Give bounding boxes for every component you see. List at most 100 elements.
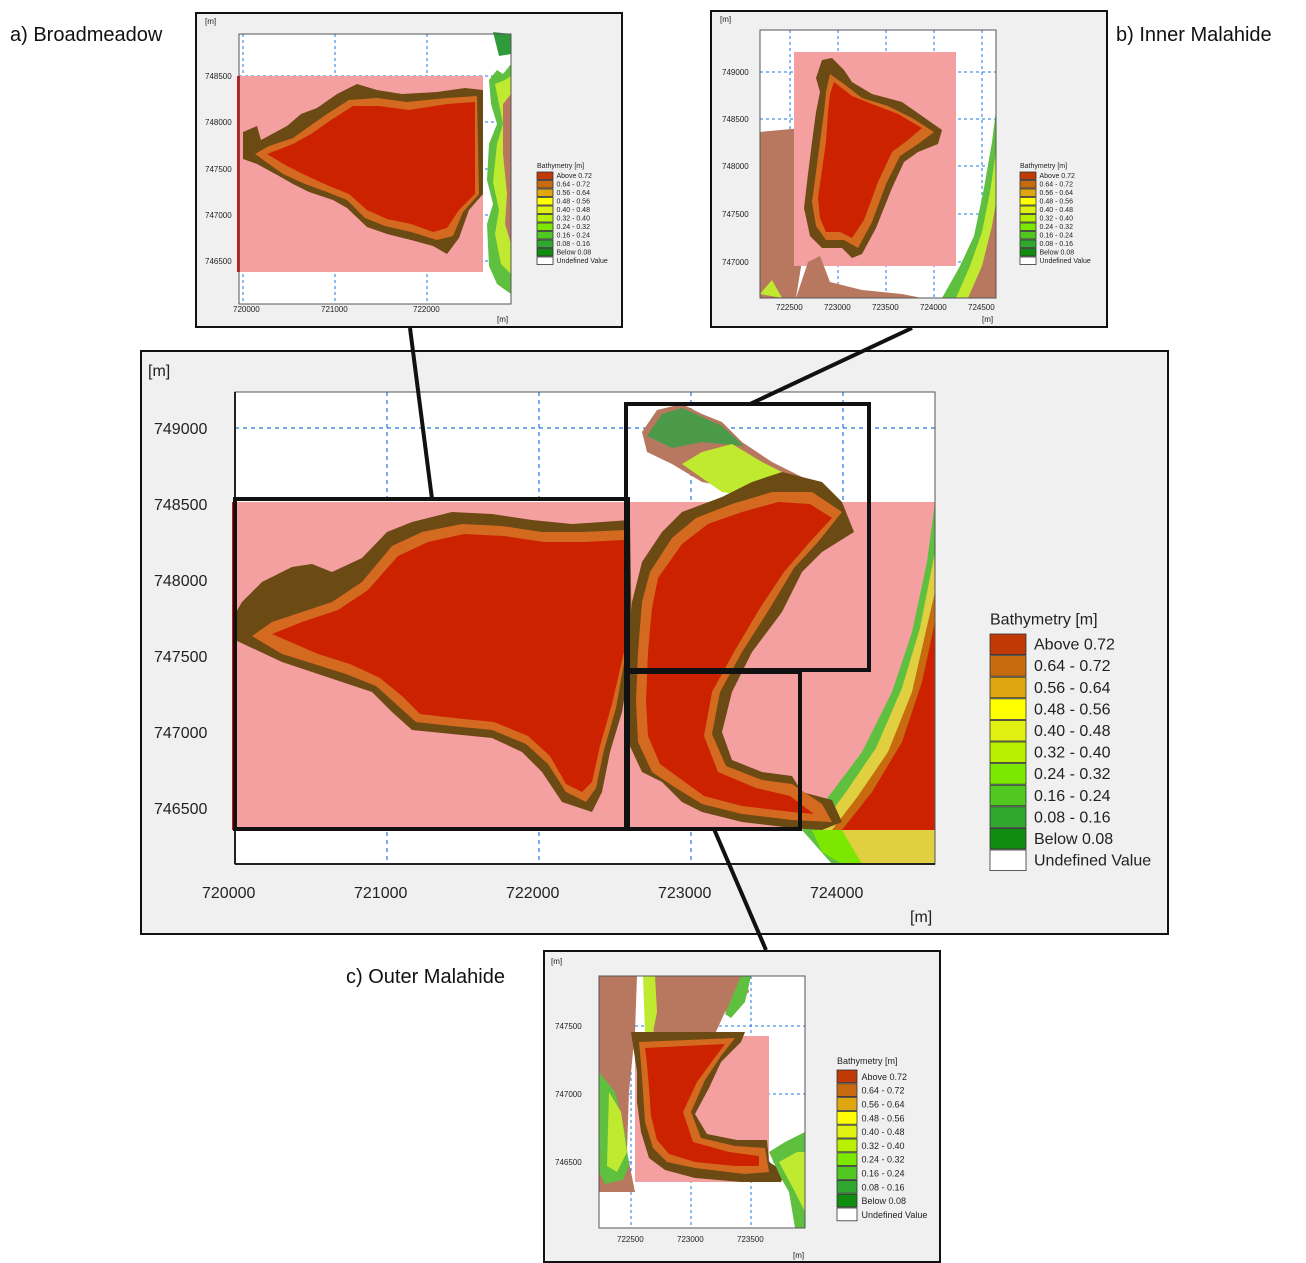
- main-ytick: 748500: [154, 497, 207, 514]
- legend-swatch: [836, 1110, 858, 1125]
- main-xtick: 720000: [202, 885, 255, 902]
- legend-swatch: [989, 763, 1027, 785]
- legend-swatch: [1019, 248, 1037, 257]
- inset-broadmeadow-map: [m] [m] 720000 721000 722000 748500 7480…: [205, 17, 608, 324]
- legend-label: 0.40 - 0.48: [1040, 207, 1074, 214]
- inset-inner-malahide-ytick: 748000: [722, 162, 749, 171]
- inset-inner-malahide-unit-y: [m]: [720, 15, 731, 24]
- legend-swatch: [536, 248, 554, 257]
- legend-swatch: [836, 1166, 858, 1180]
- legend-label: Above 0.72: [862, 1072, 908, 1082]
- inset-inner-malahide-ytick: 749000: [722, 68, 749, 77]
- legend-title: Bathymetry [m]: [990, 611, 1098, 628]
- inset-broadmeadow-ytick: 747500: [205, 165, 232, 174]
- legend-label: 0.56 - 0.64: [557, 190, 591, 197]
- legend-swatch: [536, 214, 554, 223]
- main-xtick: 721000: [354, 885, 407, 902]
- legend-label: 0.16 - 0.24: [1034, 788, 1111, 805]
- inset-outer-malahide-legend: Bathymetry [m] Above 0.72 0.64 - 0.72 0.56 …: [836, 1056, 928, 1222]
- legend-swatch: [536, 205, 554, 214]
- main-unit-x: [m]: [910, 909, 932, 926]
- legend-label: 0.16 - 0.24: [557, 233, 591, 240]
- main-xtick: 722000: [506, 885, 559, 902]
- legend-label: 0.56 - 0.64: [862, 1100, 905, 1110]
- inset-broadmeadow-ytick: 747000: [205, 211, 232, 220]
- legend-label: 0.32 - 0.40: [1040, 216, 1074, 223]
- legend-label: 0.24 - 0.32: [862, 1155, 905, 1165]
- inset-broadmeadow-ytick: 748500: [205, 72, 232, 81]
- inset-inner-malahide-map: [m] [m] 722500 723000 723500 724000 7245…: [720, 15, 1091, 324]
- legend-label: 0.40 - 0.48: [862, 1127, 905, 1137]
- main-ytick: 749000: [154, 421, 207, 438]
- legend-swatch: [989, 784, 1027, 807]
- caption-outer-malahide: c) Outer Malahide: [346, 966, 505, 988]
- caption-inner-malahide: b) Inner Malahide: [1116, 24, 1272, 46]
- main-ytick: 747500: [154, 649, 207, 666]
- main-ytick: 747000: [154, 725, 207, 742]
- legend-label: 0.32 - 0.40: [862, 1141, 905, 1151]
- legend-swatch: [1019, 197, 1037, 206]
- legend-label: Above 0.72: [1034, 637, 1115, 654]
- legend-swatch: [836, 1179, 858, 1194]
- legend-swatch: [536, 256, 554, 265]
- legend-swatch: [836, 1193, 858, 1208]
- inset-broadmeadow-xtick: 721000: [321, 305, 348, 314]
- main-ytick: 746500: [154, 801, 207, 818]
- legend-label: 0.48 - 0.56: [1040, 199, 1074, 206]
- legend-swatch: [536, 188, 554, 197]
- inset-inner-malahide-legend: Bathymetry [m] Above 0.72 0.64 - 0.720.56 …: [1019, 163, 1091, 265]
- legend-label: Undefined Value: [1040, 258, 1091, 265]
- legend-title: Bathymetry [m]: [537, 163, 584, 170]
- legend-label: 0.16 - 0.24: [862, 1169, 905, 1179]
- legend-label: 0.64 - 0.72: [557, 182, 591, 189]
- legend-label: 0.48 - 0.56: [557, 199, 591, 206]
- inset-broadmeadow-unit-y: [m]: [205, 17, 216, 26]
- legend-label: 0.32 - 0.40: [1034, 745, 1111, 762]
- legend-swatch: [989, 655, 1027, 677]
- legend-swatch: [1019, 205, 1037, 214]
- legend-swatch: [989, 827, 1027, 850]
- inset-inner-malahide-xtick: 724000: [920, 303, 947, 312]
- legend-label: Undefined Value: [1034, 853, 1151, 870]
- legend-label: 0.40 - 0.48: [557, 207, 591, 214]
- inset-inner-malahide-ytick: 747000: [722, 258, 749, 267]
- legend-swatch: [989, 698, 1027, 720]
- legend-label: Below 0.08: [862, 1196, 907, 1206]
- inset-outer-malahide-ytick: 747500: [555, 1022, 582, 1031]
- legend-swatch: [536, 231, 554, 240]
- main-ytick: 748000: [154, 573, 207, 590]
- legend-label: 0.08 - 0.16: [1040, 241, 1074, 248]
- legend-label: Below 0.08: [1040, 250, 1075, 257]
- caption-broadmeadow: a) Broadmeadow: [10, 24, 163, 46]
- legend-label: 0.16 - 0.24: [1040, 233, 1074, 240]
- main-map-panel: [m] [m] 720000 721000 722000 723000 7240…: [140, 350, 1169, 935]
- legend-label: 0.08 - 0.16: [557, 241, 591, 248]
- inset-outer-malahide-unit-y: [m]: [551, 957, 562, 966]
- legend-swatch: [989, 719, 1027, 742]
- legend-label: 0.64 - 0.72: [862, 1086, 905, 1096]
- legend-swatch: [989, 633, 1027, 656]
- legend-label: 0.56 - 0.64: [1034, 680, 1111, 697]
- legend-swatch: [836, 1138, 858, 1153]
- inset-outer-malahide-xtick: 722500: [617, 1235, 644, 1244]
- legend-label: Above 0.72: [557, 173, 593, 180]
- inset-broadmeadow: [m] [m] 720000 721000 722000 748500 7480…: [195, 12, 623, 328]
- legend-swatch: [1019, 239, 1037, 248]
- legend-swatch: [536, 171, 554, 180]
- inset-inner-malahide-xtick: 724500: [968, 303, 995, 312]
- legend-label: 0.64 - 0.72: [1040, 182, 1074, 189]
- legend-label: 0.08 - 0.16: [1034, 809, 1111, 826]
- legend-label: Undefined Value: [862, 1210, 928, 1220]
- main-legend: Bathymetry [m] Above 0.72 0.64 - 0.72 0.56 …: [989, 611, 1151, 872]
- inset-outer-malahide-ytick: 746500: [555, 1158, 582, 1167]
- inset-outer-malahide-map: [m] [m] 722500 723000 723500 747500 7470…: [551, 957, 928, 1260]
- legend-swatch: [1019, 180, 1037, 189]
- legend-label: 0.40 - 0.48: [1034, 723, 1111, 740]
- inset-broadmeadow-legend: Bathymetry [m] Above 0.72 0.64 - 0.720.56 …: [536, 163, 608, 265]
- legend-swatch: [836, 1097, 858, 1111]
- inset-outer-malahide-xtick: 723500: [737, 1235, 764, 1244]
- legend-swatch: [1019, 222, 1037, 231]
- legend-title: Bathymetry [m]: [837, 1056, 898, 1066]
- inset-broadmeadow-ytick: 746500: [205, 257, 232, 266]
- main-xtick: 723000: [658, 885, 711, 902]
